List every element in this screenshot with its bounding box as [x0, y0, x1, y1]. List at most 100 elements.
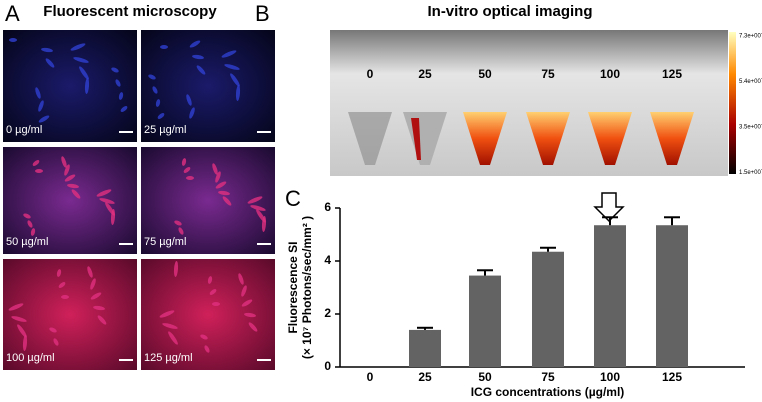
cell	[256, 209, 266, 223]
cell	[200, 334, 208, 340]
scale-bar	[257, 359, 271, 361]
cell	[38, 115, 50, 123]
cell	[45, 58, 55, 68]
scale-bar	[257, 243, 271, 245]
cell	[35, 87, 41, 99]
colorbar-label: 3.5e+007	[739, 125, 762, 131]
cell	[90, 292, 102, 300]
cell	[67, 183, 79, 189]
cell	[22, 335, 28, 351]
micrograph	[3, 30, 137, 142]
cell	[58, 282, 66, 288]
image-label: 125 µg/ml	[144, 352, 193, 364]
cell	[30, 228, 36, 236]
cell	[152, 86, 158, 94]
cell	[93, 305, 105, 311]
cell	[64, 164, 70, 176]
micrograph	[3, 147, 137, 254]
cell	[56, 269, 62, 277]
cell	[49, 327, 57, 333]
cell	[168, 331, 178, 345]
cell	[196, 65, 206, 75]
cell	[212, 302, 220, 306]
cell	[244, 312, 256, 318]
cell	[222, 196, 232, 206]
cell	[53, 338, 59, 346]
colorbar-label: 1.5e+007	[739, 170, 762, 176]
colorbar	[729, 32, 736, 174]
cell	[174, 220, 182, 226]
cell	[235, 85, 241, 101]
tube	[650, 112, 694, 165]
cell	[209, 289, 217, 295]
bar	[594, 225, 626, 367]
colorbar-label: 7.3e+007	[739, 34, 762, 40]
tube-signal	[411, 118, 421, 160]
x-tick-label: 75	[541, 370, 555, 384]
colorbar-label: 5.4e+007	[739, 79, 762, 85]
cell	[189, 107, 195, 119]
tube	[463, 112, 507, 165]
cell	[96, 189, 112, 197]
y-tick-label: 0	[324, 359, 331, 373]
x-tick-label: 125	[662, 370, 682, 384]
bar	[656, 225, 688, 367]
arrow	[593, 192, 625, 223]
panel-label: A	[5, 1, 20, 26]
cell	[155, 99, 161, 107]
cell	[204, 345, 210, 353]
cell	[215, 171, 221, 183]
x-tick-label: 50	[478, 370, 492, 384]
scale-bar	[119, 131, 133, 133]
x-tick-label: 100	[600, 370, 620, 384]
y-tick-label: 2	[324, 306, 331, 320]
cell	[38, 100, 44, 112]
bar	[532, 251, 564, 367]
image-label: 0 µg/ml	[6, 124, 42, 136]
cell	[221, 50, 237, 58]
cell	[79, 66, 89, 80]
y-tick-label: 4	[324, 253, 331, 267]
image-label: 25 µg/ml	[144, 124, 186, 136]
cell	[192, 54, 204, 60]
cell	[23, 213, 31, 219]
cell	[84, 78, 90, 94]
cell	[70, 43, 86, 51]
tube-label: 125	[662, 67, 682, 81]
panel-label: B	[255, 1, 270, 26]
cell	[173, 261, 179, 277]
cell	[115, 79, 121, 87]
cell	[61, 156, 67, 168]
image-label: 50 µg/ml	[6, 236, 48, 248]
cell	[162, 323, 178, 329]
image-label: 75 µg/ml	[144, 236, 186, 248]
cell	[111, 67, 119, 73]
panel-title: Fluorescent microscopy	[43, 3, 217, 20]
cell	[87, 266, 93, 278]
cell	[230, 73, 240, 87]
cell	[27, 220, 33, 228]
cell	[238, 273, 244, 285]
cell	[248, 322, 258, 332]
cell	[215, 181, 227, 189]
cell	[73, 57, 89, 63]
cell	[241, 285, 247, 297]
x-axis-label: ICG concentrations (µg/ml)	[471, 385, 625, 399]
cell	[178, 227, 184, 235]
cell	[189, 40, 201, 48]
cell	[247, 196, 263, 204]
cell	[186, 176, 194, 180]
cell	[11, 316, 27, 322]
tube-label: 100	[600, 67, 620, 81]
bar	[409, 329, 441, 367]
cell	[90, 278, 96, 290]
cell	[64, 174, 76, 182]
panel-label: C	[285, 186, 301, 211]
x-tick-label: 25	[418, 370, 432, 384]
cell	[212, 163, 218, 175]
scale-bar	[119, 243, 133, 245]
tube	[348, 112, 392, 165]
y-tick-label: 6	[324, 200, 331, 214]
panel-c: C	[285, 186, 625, 223]
